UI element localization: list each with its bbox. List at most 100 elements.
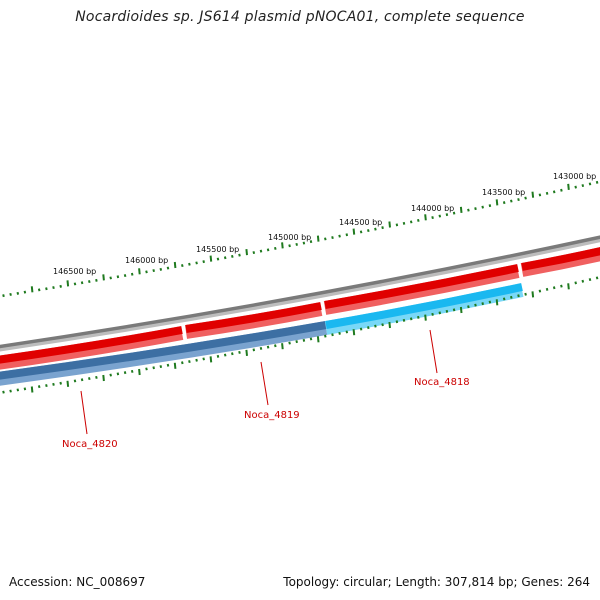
major-tick xyxy=(459,206,463,213)
scale-label-146000: 146000 bp xyxy=(125,256,168,265)
minor-tick xyxy=(123,371,127,375)
major-tick xyxy=(138,268,141,275)
major-tick xyxy=(281,343,284,350)
minor-tick xyxy=(37,288,41,292)
minor-tick xyxy=(152,269,155,273)
minor-tick xyxy=(452,211,456,215)
minor-tick xyxy=(9,292,12,296)
minor-tick xyxy=(59,381,62,385)
scale-label-144500: 144500 bp xyxy=(339,218,382,227)
minor-tick xyxy=(595,276,599,280)
major-tick xyxy=(209,356,213,363)
minor-tick xyxy=(130,369,134,373)
minor-tick xyxy=(431,216,434,220)
minor-tick xyxy=(2,294,5,298)
minor-tick xyxy=(445,213,449,217)
minor-tick xyxy=(517,294,520,298)
major-tick xyxy=(388,321,391,329)
major-tick xyxy=(352,228,356,235)
minor-tick xyxy=(524,196,527,200)
minor-tick xyxy=(359,327,363,331)
outer-scale-ring xyxy=(2,180,599,298)
minor-tick xyxy=(474,207,477,211)
backbone-track-core xyxy=(0,235,600,349)
minor-tick xyxy=(37,385,41,389)
minor-tick xyxy=(52,382,55,386)
minor-tick xyxy=(238,253,241,257)
minor-tick xyxy=(259,346,263,350)
major-tick xyxy=(30,386,34,393)
gene-block-core xyxy=(185,302,322,333)
minor-tick xyxy=(467,305,470,309)
minor-tick xyxy=(345,233,349,237)
minor-tick xyxy=(73,379,77,383)
scale-label-144000: 144000 bp xyxy=(411,204,454,213)
minor-tick xyxy=(302,241,306,245)
minor-tick xyxy=(417,218,420,222)
minor-tick xyxy=(409,220,413,224)
minor-tick xyxy=(166,266,170,270)
minor-tick xyxy=(581,184,585,188)
minor-tick xyxy=(338,331,341,335)
accession-text: Accession: NC_008697 xyxy=(9,575,146,589)
scale-label-143500: 143500 bp xyxy=(482,188,525,197)
minor-tick xyxy=(181,264,184,268)
minor-tick xyxy=(266,345,270,349)
minor-tick xyxy=(202,260,205,264)
minor-tick xyxy=(467,208,470,212)
minor-tick xyxy=(595,180,599,184)
leader-line-noca-4820 xyxy=(80,390,88,435)
minor-tick xyxy=(195,261,198,265)
minor-tick xyxy=(510,295,513,299)
major-tick xyxy=(173,362,177,369)
minor-tick xyxy=(367,326,370,330)
minor-tick xyxy=(517,198,520,202)
major-tick xyxy=(495,299,499,306)
minor-tick xyxy=(409,317,413,321)
major-tick xyxy=(424,314,427,321)
minor-tick xyxy=(16,291,20,295)
minor-tick xyxy=(474,303,477,307)
minor-tick xyxy=(195,358,198,362)
leader-line-noca-4818 xyxy=(429,329,438,374)
topology-summary-text: Topology: circular; Length: 307,814 bp; … xyxy=(283,575,590,589)
minor-tick xyxy=(109,373,112,377)
inner-scale-ring xyxy=(2,276,599,394)
minor-tick xyxy=(266,248,270,252)
major-tick xyxy=(66,280,70,287)
major-tick xyxy=(388,221,391,228)
minor-tick xyxy=(510,199,513,203)
forward-strand-track xyxy=(0,247,600,370)
minor-tick xyxy=(402,318,406,322)
minor-tick xyxy=(252,348,256,352)
scale-labels: 146500 bp 146000 bp 145500 bp 145000 bp … xyxy=(53,172,596,276)
minor-tick xyxy=(95,278,98,282)
minor-tick xyxy=(331,236,334,240)
minor-tick xyxy=(581,279,585,283)
major-tick xyxy=(173,261,177,269)
gene-noca-4820-4819-core xyxy=(0,321,327,380)
minor-tick xyxy=(524,292,527,296)
minor-tick xyxy=(588,278,592,282)
gene-block-core xyxy=(0,326,183,364)
gene-noca-4818-core xyxy=(325,283,523,329)
minor-tick xyxy=(16,388,20,392)
minor-tick xyxy=(252,251,256,255)
major-tick xyxy=(531,191,535,198)
minor-tick xyxy=(560,188,563,192)
gene-label-noca-4820[interactable]: Noca_4820 xyxy=(62,439,118,450)
minor-tick xyxy=(259,249,263,253)
minor-tick xyxy=(588,182,592,186)
gene-label-noca-4819[interactable]: Noca_4819 xyxy=(244,410,300,421)
gene-block-core xyxy=(521,247,600,271)
minor-tick xyxy=(59,284,62,288)
minor-tick xyxy=(159,267,163,271)
minor-tick xyxy=(23,290,27,294)
minor-tick xyxy=(2,390,5,394)
minor-tick xyxy=(288,244,291,248)
minor-tick xyxy=(374,227,377,231)
gene-label-noca-4818[interactable]: Noca_4818 xyxy=(414,377,470,388)
minor-tick xyxy=(238,350,241,354)
minor-tick xyxy=(338,234,341,238)
minor-tick xyxy=(95,375,98,379)
